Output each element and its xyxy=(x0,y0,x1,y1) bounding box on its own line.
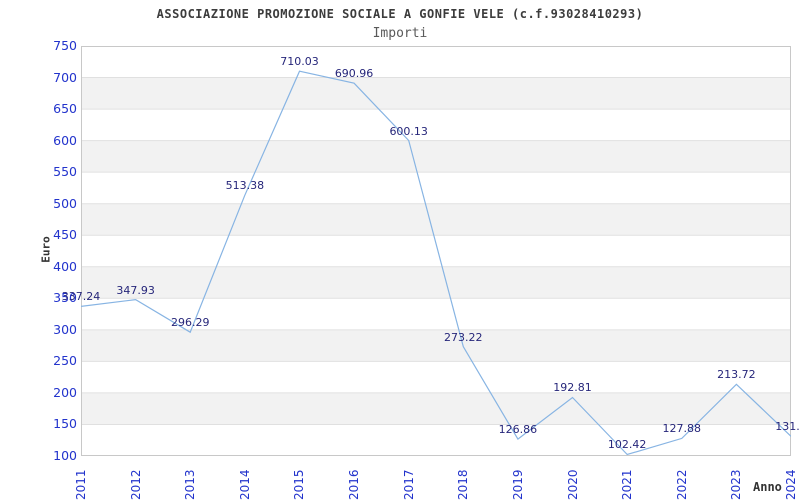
plot-band xyxy=(81,392,791,425)
y-tick-label: 450 xyxy=(53,227,77,243)
x-tick-label: 2017 xyxy=(401,469,416,500)
y-tick-label: 600 xyxy=(53,132,77,148)
x-tick-label: 2014 xyxy=(237,469,252,500)
chart-title: ASSOCIAZIONE PROMOZIONE SOCIALE A GONFIE… xyxy=(156,7,644,21)
plot-area xyxy=(81,46,791,456)
x-tick-label: 2020 xyxy=(565,469,580,500)
y-tick-label: 400 xyxy=(53,258,77,274)
y-tick-label: 100 xyxy=(53,448,77,463)
plot-band xyxy=(81,77,791,110)
data-point-label: 347.93 xyxy=(116,283,155,297)
data-point-label: 513.38 xyxy=(225,179,265,193)
data-point-label: 600.13 xyxy=(389,124,428,138)
x-tick-label: 2013 xyxy=(183,469,198,500)
plot-band xyxy=(81,266,791,299)
x-tick-label: 2011 xyxy=(74,469,88,500)
data-point-label: 710.03 xyxy=(280,55,319,69)
x-tick-label: 2015 xyxy=(292,469,307,500)
data-point-label: 126.86 xyxy=(498,423,538,437)
plot-band xyxy=(81,203,791,236)
plot-band xyxy=(81,329,791,362)
data-point-label: 690.96 xyxy=(334,67,374,81)
x-tick-label: 2018 xyxy=(456,469,471,500)
y-tick-label: 700 xyxy=(53,69,77,85)
data-point-label: 127.88 xyxy=(662,422,702,436)
x-tick-label: 2012 xyxy=(128,469,143,500)
data-point-label: 337.24 xyxy=(61,290,101,304)
y-tick-label: 550 xyxy=(53,164,77,180)
data-point-label: 273.22 xyxy=(444,330,483,344)
x-tick-label: 2022 xyxy=(674,469,689,500)
data-point-label: 102.42 xyxy=(607,438,647,452)
x-tick-label: 2016 xyxy=(347,469,362,500)
data-point-label: 213.72 xyxy=(717,368,756,382)
y-tick-label: 350 xyxy=(53,290,77,306)
y-tick-label: 750 xyxy=(53,38,77,53)
data-point-label: 192.81 xyxy=(553,381,592,395)
y-tick-label: 150 xyxy=(53,416,77,432)
y-axis-title: Euro xyxy=(39,236,53,263)
x-tick-label: 2023 xyxy=(729,469,744,500)
y-tick-label: 250 xyxy=(53,353,77,369)
y-tick-label: 200 xyxy=(53,384,77,400)
x-axis-title: Anno xyxy=(753,480,782,494)
chart-subtitle: Importi xyxy=(372,26,428,41)
plot-band xyxy=(81,140,791,173)
y-tick-label: 500 xyxy=(53,195,77,211)
x-tick-label: 2024 xyxy=(784,469,798,500)
x-tick-label: 2019 xyxy=(510,469,525,500)
plot-border xyxy=(81,46,791,456)
y-tick-label: 650 xyxy=(53,101,77,117)
x-tick-label: 2021 xyxy=(620,469,635,500)
y-tick-label: 300 xyxy=(53,321,77,337)
data-point-label: 296.29 xyxy=(170,316,210,330)
data-series-line xyxy=(81,70,791,456)
data-point-label: 131.2 xyxy=(775,420,800,434)
